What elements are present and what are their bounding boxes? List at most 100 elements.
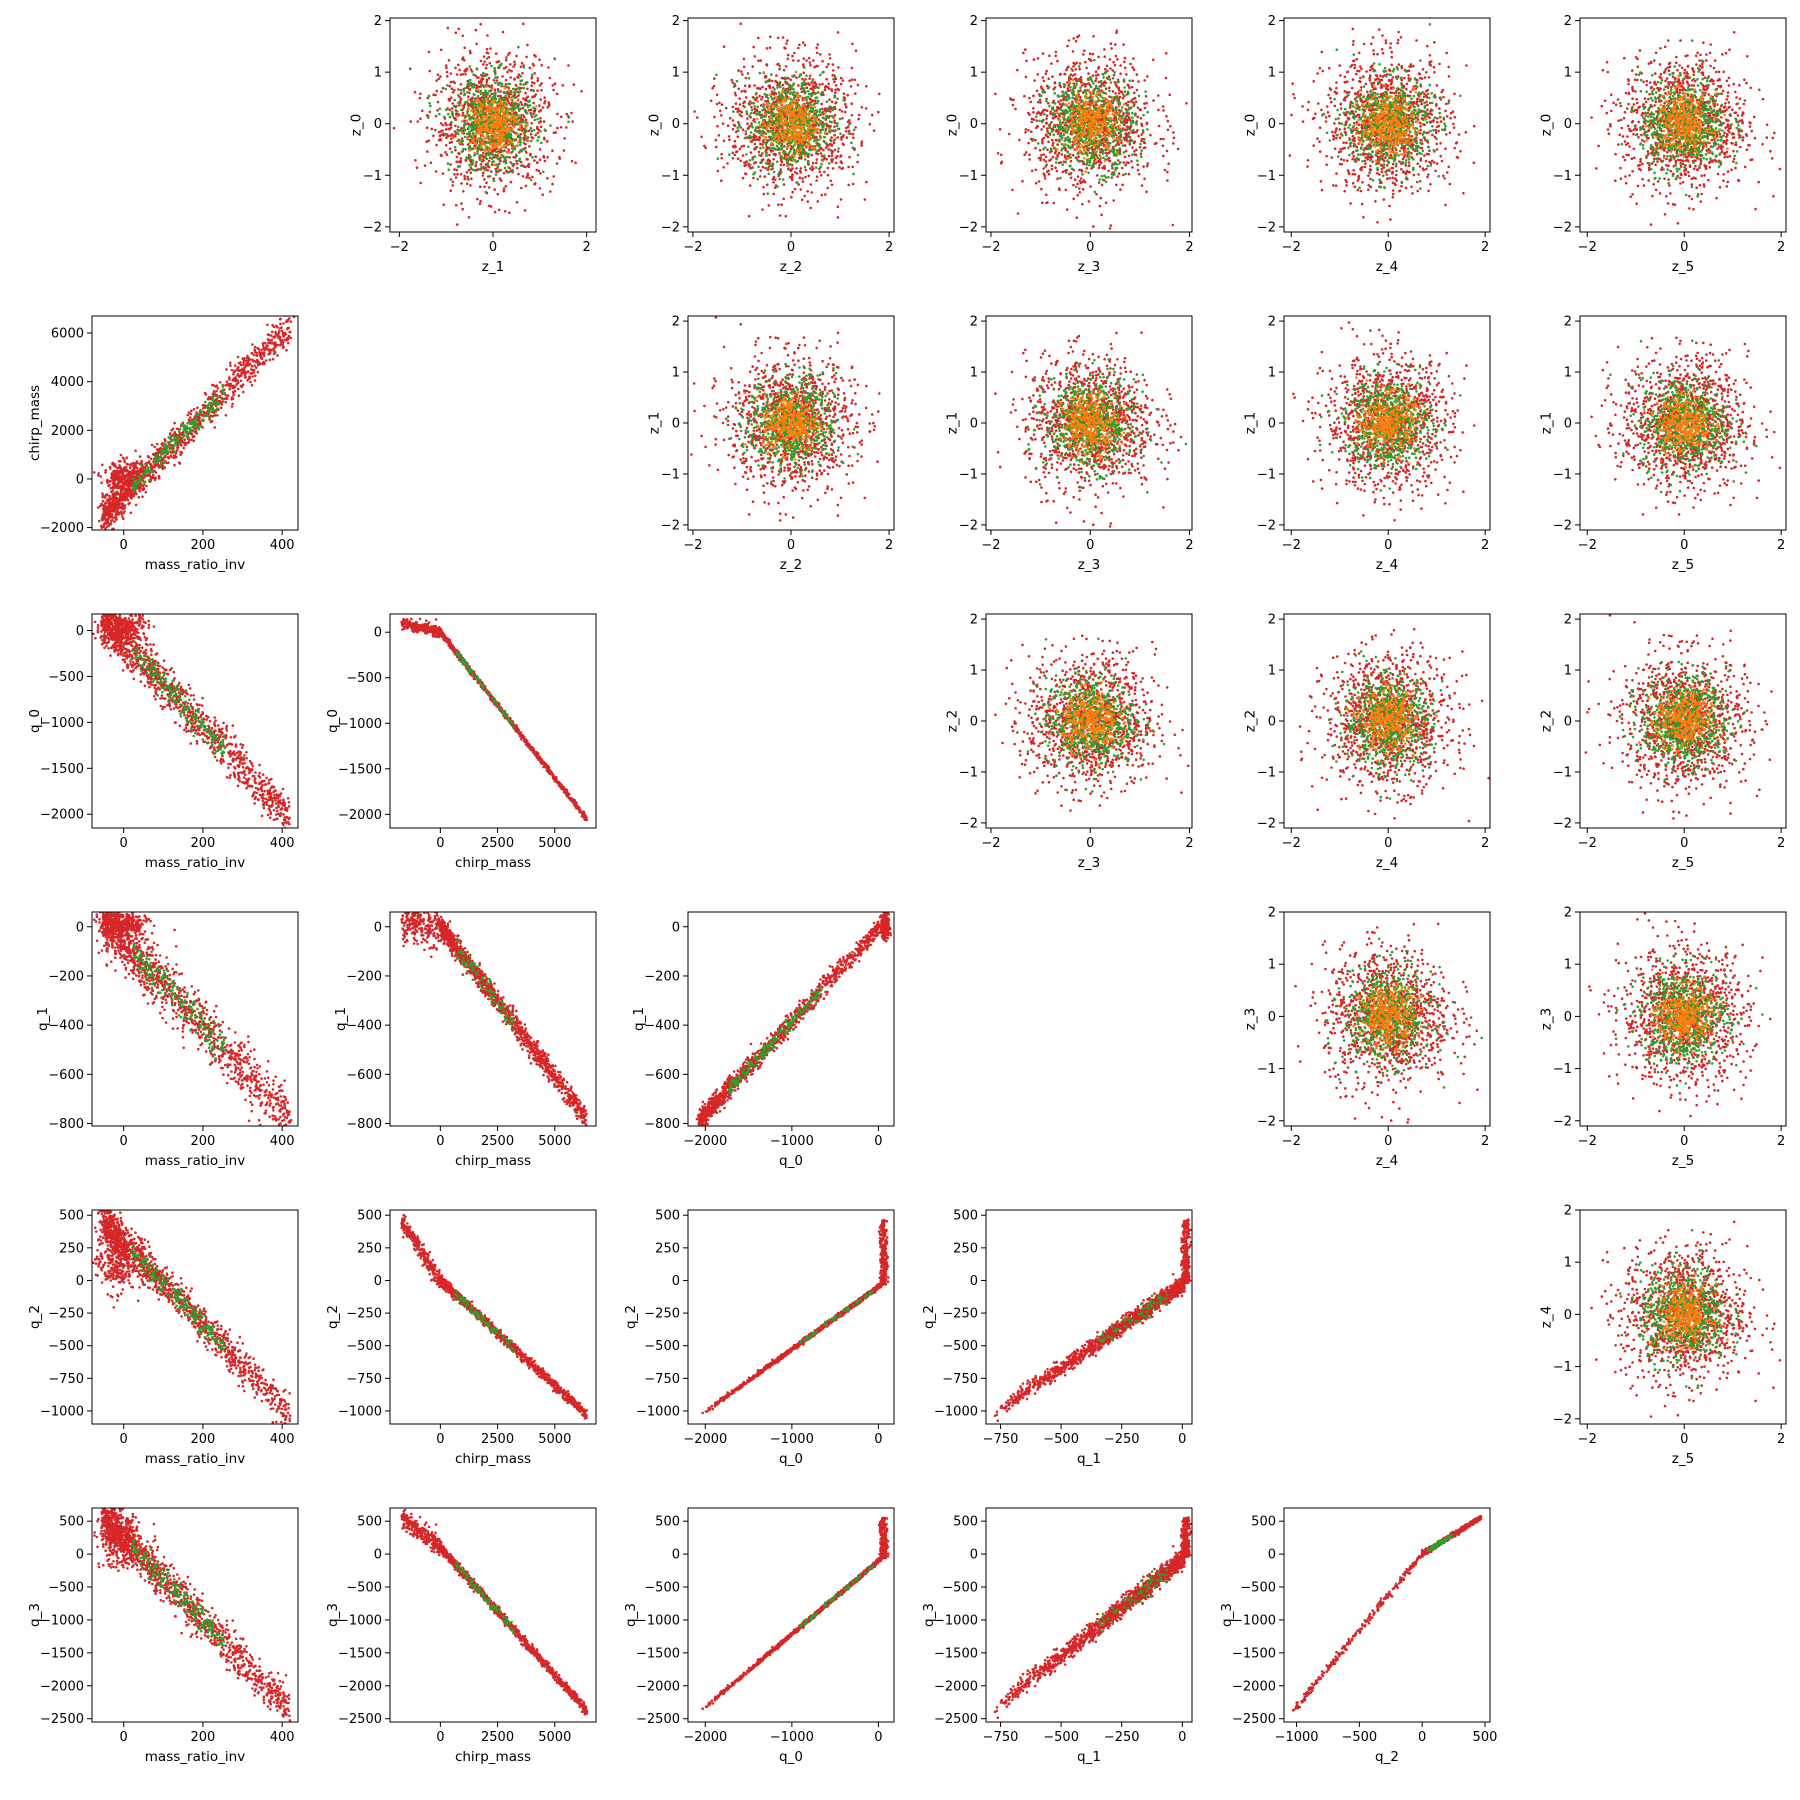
data-point bbox=[722, 139, 726, 143]
data-point bbox=[497, 129, 501, 133]
data-point bbox=[1103, 166, 1106, 169]
data-point bbox=[504, 127, 508, 131]
data-point bbox=[778, 153, 782, 156]
data-point bbox=[798, 145, 801, 149]
data-point bbox=[797, 98, 800, 102]
data-point bbox=[536, 131, 540, 135]
data-point bbox=[791, 93, 795, 96]
data-point bbox=[542, 170, 545, 174]
data-point bbox=[490, 123, 494, 126]
data-point bbox=[841, 117, 844, 120]
data-point bbox=[1034, 168, 1038, 172]
data-point bbox=[741, 154, 745, 157]
data-point bbox=[528, 176, 531, 180]
data-point bbox=[750, 123, 753, 127]
data-point bbox=[565, 112, 569, 116]
data-point bbox=[435, 143, 438, 147]
data-point bbox=[538, 110, 541, 113]
data-point bbox=[815, 46, 818, 50]
data-point bbox=[788, 143, 791, 147]
data-point bbox=[744, 172, 747, 175]
data-point bbox=[757, 121, 761, 124]
data-point bbox=[567, 120, 570, 124]
data-point bbox=[794, 124, 798, 128]
data-point bbox=[801, 77, 804, 81]
data-point bbox=[811, 167, 815, 170]
data-point bbox=[759, 104, 763, 107]
data-point bbox=[519, 149, 522, 152]
data-point bbox=[806, 161, 810, 165]
data-point bbox=[560, 115, 563, 119]
data-point bbox=[511, 162, 514, 166]
data-point bbox=[450, 110, 454, 114]
data-point bbox=[1116, 175, 1119, 178]
data-point bbox=[519, 75, 523, 78]
data-point bbox=[789, 78, 792, 81]
data-point bbox=[826, 186, 829, 190]
data-point bbox=[468, 163, 471, 167]
data-point bbox=[833, 119, 836, 122]
data-point bbox=[790, 118, 794, 122]
data-point bbox=[785, 158, 788, 162]
data-point bbox=[819, 73, 822, 77]
data-point bbox=[1126, 119, 1129, 122]
data-point bbox=[700, 135, 703, 139]
data-point bbox=[770, 168, 773, 171]
data-point bbox=[489, 136, 492, 139]
data-point bbox=[762, 71, 766, 74]
data-point bbox=[829, 138, 832, 142]
data-point bbox=[1041, 76, 1045, 79]
data-point bbox=[1117, 143, 1121, 146]
data-point bbox=[460, 137, 464, 140]
data-point bbox=[1076, 193, 1079, 197]
data-point bbox=[1123, 60, 1126, 64]
data-point bbox=[764, 135, 768, 139]
data-point bbox=[779, 168, 783, 171]
data-point bbox=[1108, 78, 1112, 81]
data-point bbox=[537, 121, 541, 124]
data-point bbox=[1042, 153, 1046, 156]
data-point bbox=[828, 53, 831, 56]
data-point bbox=[504, 142, 508, 145]
data-point bbox=[492, 143, 496, 147]
data-point bbox=[790, 122, 794, 126]
data-point bbox=[480, 83, 483, 86]
data-point bbox=[815, 129, 818, 133]
data-point bbox=[425, 140, 428, 143]
data-point bbox=[835, 161, 838, 165]
data-point bbox=[800, 105, 804, 108]
data-point bbox=[496, 107, 499, 110]
data-point bbox=[1139, 116, 1143, 120]
data-point bbox=[809, 104, 812, 108]
data-point bbox=[534, 93, 538, 96]
data-point bbox=[543, 101, 546, 105]
data-point bbox=[806, 200, 810, 203]
data-point bbox=[480, 160, 484, 163]
data-point bbox=[761, 85, 764, 89]
data-point bbox=[738, 113, 742, 117]
data-point bbox=[781, 36, 785, 39]
data-point bbox=[748, 101, 752, 104]
data-point bbox=[785, 111, 789, 115]
data-point bbox=[485, 152, 488, 155]
data-point bbox=[782, 123, 786, 127]
data-point bbox=[764, 141, 767, 145]
data-point bbox=[519, 164, 523, 167]
data-point bbox=[846, 93, 849, 97]
data-point bbox=[805, 86, 809, 89]
data-point bbox=[728, 138, 731, 141]
data-point bbox=[770, 79, 774, 83]
data-point bbox=[496, 88, 500, 91]
data-point bbox=[790, 195, 793, 199]
data-point bbox=[480, 80, 483, 84]
data-point bbox=[792, 87, 795, 91]
data-point bbox=[530, 84, 533, 87]
data-point bbox=[486, 162, 490, 165]
data-point bbox=[1140, 184, 1144, 187]
data-point bbox=[768, 164, 771, 167]
data-point bbox=[778, 138, 781, 142]
data-point bbox=[794, 127, 797, 130]
data-point bbox=[856, 153, 860, 157]
data-point bbox=[509, 103, 513, 107]
